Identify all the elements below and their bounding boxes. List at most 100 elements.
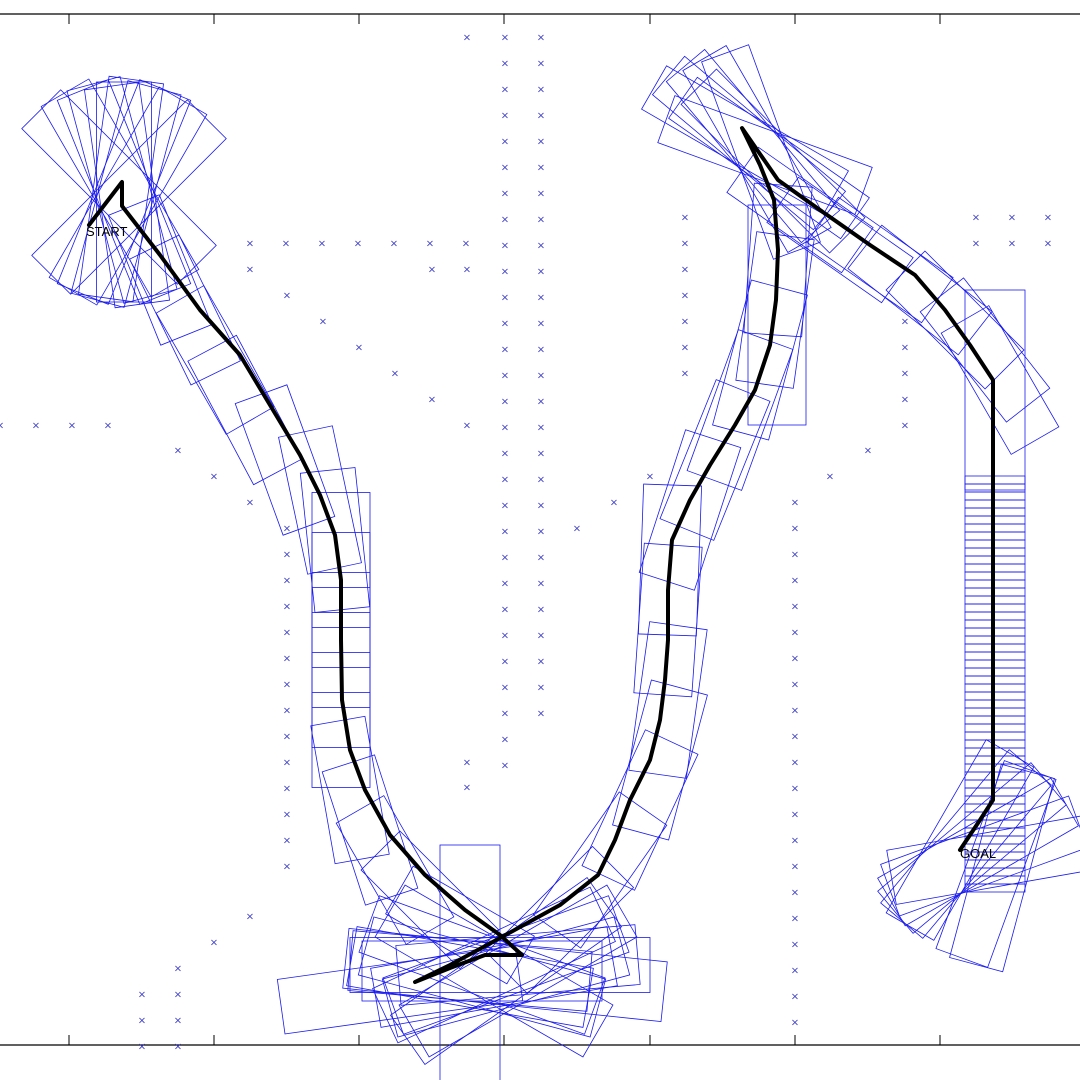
x-mark-icon: × (864, 446, 872, 457)
x-mark-icon: × (537, 137, 545, 148)
robot-footprint (686, 329, 794, 491)
goal-label: GOAL (960, 846, 996, 861)
x-mark-icon: × (426, 239, 434, 250)
robot-footprint (726, 146, 874, 274)
x-mark-icon: × (537, 33, 545, 44)
robot-footprint (278, 425, 362, 575)
x-mark-icon: × (463, 33, 471, 44)
x-mark-icon: × (283, 706, 291, 717)
x-mark-icon: × (537, 631, 545, 642)
x-mark-icon: × (210, 938, 218, 949)
x-mark-icon: × (501, 293, 509, 304)
x-mark-icon: × (537, 527, 545, 538)
x-mark-icon: × (246, 498, 254, 509)
robot-footprint (657, 95, 873, 215)
x-mark-icon: × (501, 241, 509, 252)
x-mark-icon: × (1044, 213, 1052, 224)
x-mark-icon: × (791, 654, 799, 665)
x-mark-icon: × (138, 990, 146, 1001)
x-mark-icon: × (501, 735, 509, 746)
robot-footprint (361, 940, 603, 1002)
x-mark-icon: × (791, 1018, 799, 1029)
x-mark-icon: × (174, 446, 182, 457)
robot-footprint (107, 194, 213, 346)
robot-footprint (187, 334, 303, 486)
x-mark-icon: × (501, 137, 509, 148)
x-mark-icon: × (246, 239, 254, 250)
x-mark-icon: × (174, 1016, 182, 1027)
robot-footprint (877, 777, 1079, 927)
x-mark-icon: × (901, 343, 909, 354)
robot-footprint (357, 916, 607, 1038)
x-mark-icon: × (537, 189, 545, 200)
x-mark-icon: × (138, 1042, 146, 1053)
x-mark-icon: × (791, 628, 799, 639)
x-mark-icon: × (791, 524, 799, 535)
x-mark-icon: × (391, 369, 399, 380)
planned-path-line (87, 126, 995, 984)
x-mark-icon: × (501, 761, 509, 772)
x-mark-icon: × (537, 683, 545, 694)
robot-path (87, 126, 995, 984)
x-mark-icon: × (501, 345, 509, 356)
x-mark-icon: × (501, 579, 509, 590)
x-mark-icon: × (791, 888, 799, 899)
x-mark-icon: × (791, 576, 799, 587)
x-mark-icon: × (537, 579, 545, 590)
plot-frame (0, 13, 1080, 1046)
robot-footprint (342, 928, 668, 1022)
robot-footprint (321, 754, 419, 906)
robot-footprint (21, 89, 217, 285)
robot-footprint (56, 79, 192, 305)
x-mark-icon: × (501, 449, 509, 460)
x-mark-icon: × (0, 421, 4, 432)
x-mark-icon: × (537, 293, 545, 304)
x-mark-icon: × (537, 371, 545, 382)
x-mark-icon: × (283, 810, 291, 821)
x-mark-icon: × (791, 706, 799, 717)
x-mark-icon: × (501, 33, 509, 44)
x-mark-icon: × (537, 423, 545, 434)
robot-footprint (385, 865, 535, 985)
x-mark-icon: × (537, 163, 545, 174)
x-mark-icon: × (501, 709, 509, 720)
robot-footprint (56, 79, 192, 305)
x-mark-icon: × (681, 369, 689, 380)
robot-footprints (21, 44, 1080, 1080)
x-mark-icon: × (319, 317, 327, 328)
x-mark-icon: × (501, 501, 509, 512)
x-mark-icon: × (463, 421, 471, 432)
x-mark-icon: × (537, 241, 545, 252)
x-mark-icon: × (791, 966, 799, 977)
x-mark-icon: × (354, 239, 362, 250)
x-mark-icon: × (791, 940, 799, 951)
x-mark-icon: × (537, 397, 545, 408)
robot-footprint (78, 75, 164, 303)
x-mark-icon: × (283, 836, 291, 847)
x-mark-icon: × (537, 657, 545, 668)
robot-footprint (682, 45, 832, 253)
x-mark-icon: × (174, 1042, 182, 1053)
x-mark-icon: × (283, 680, 291, 691)
x-mark-icon: × (246, 265, 254, 276)
x-mark-icon: × (428, 395, 436, 406)
robot-footprint (581, 729, 699, 891)
x-mark-icon: × (283, 602, 291, 613)
x-mark-icon: × (537, 59, 545, 70)
x-mark-icon: × (791, 862, 799, 873)
x-mark-icon: × (537, 85, 545, 96)
x-mark-icon: × (501, 527, 509, 538)
robot-footprint (680, 68, 866, 254)
robot-footprint (532, 791, 668, 949)
x-mark-icon: × (791, 810, 799, 821)
x-mark-icon: × (537, 605, 545, 616)
obstacle-points: × × × × × × × × × × × × × × × × × × × × × × × × × × × × × × × × × × × × × × × ×… (0, 33, 1052, 1053)
x-mark-icon: × (501, 85, 509, 96)
x-mark-icon: × (318, 239, 326, 250)
x-mark-icon: × (355, 343, 363, 354)
robot-footprint (885, 739, 1035, 941)
x-mark-icon: × (681, 317, 689, 328)
x-mark-icon: × (283, 291, 291, 302)
x-mark-icon: × (282, 239, 290, 250)
x-mark-icon: × (68, 421, 76, 432)
